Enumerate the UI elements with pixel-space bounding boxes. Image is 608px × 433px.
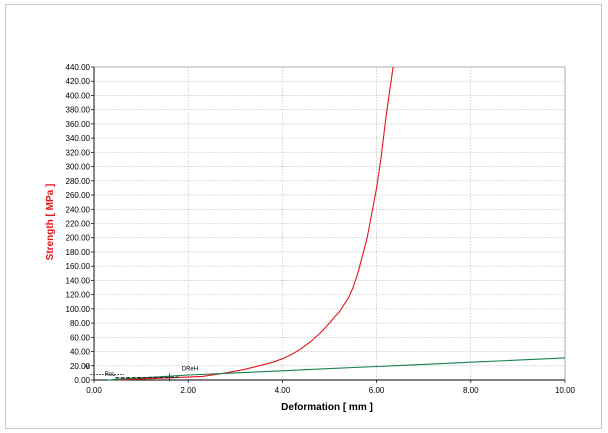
y-tick-label: 320.00 (66, 148, 91, 157)
series-line-0 (117, 66, 394, 381)
y-tick-label: 240.00 (66, 205, 91, 214)
series-line-1 (108, 357, 566, 381)
y-tick-label: 340.00 (66, 134, 91, 143)
y-tick-label: 420.00 (66, 77, 91, 86)
annotation-label: ReL (105, 372, 117, 378)
y-tick-label: 40.00 (70, 348, 91, 357)
y-tick-label: 80.00 (70, 319, 91, 328)
x-tick-label: 4.00 (275, 386, 291, 395)
y-tick-label: 0.00 (74, 376, 90, 385)
annotation-label: At (84, 364, 90, 370)
y-tick-label: 440.00 (66, 63, 91, 72)
series-line-2 (115, 376, 179, 379)
y-tick-label: 360.00 (66, 120, 91, 129)
y-tick-label: 200.00 (66, 234, 91, 243)
chart-panel (5, 4, 602, 429)
y-tick-label: 300.00 (66, 163, 91, 172)
y-tick-label: 100.00 (66, 305, 91, 314)
annotation-label: DReH (182, 366, 198, 372)
y-tick-label: 380.00 (66, 106, 91, 115)
series-group (108, 66, 566, 381)
y-tick-label: 60.00 (70, 333, 91, 342)
y-tick-label: 180.00 (66, 248, 91, 257)
y-tick-label: 120.00 (66, 291, 91, 300)
x-axis-label: Deformation [ mm ] (281, 402, 373, 413)
x-tick-label: 10.00 (555, 386, 576, 395)
y-tick-label: 140.00 (66, 276, 91, 285)
x-tick-label: 6.00 (369, 386, 385, 395)
x-tick-label: 2.00 (180, 386, 196, 395)
y-tick-label: 280.00 (66, 177, 91, 186)
annotations: At ReL DReH (84, 364, 198, 382)
y-tick-label: 260.00 (66, 191, 91, 200)
y-tick-label: 400.00 (66, 91, 91, 100)
grid-lines (94, 66, 566, 380)
y-axis-label: Strength [ MPa ] (45, 184, 56, 261)
x-tick-label: 0.00 (86, 386, 102, 395)
axes (91, 66, 566, 383)
y-tick-label: 20.00 (70, 362, 91, 371)
y-ticks: 0.00 20.00 40.00 60.00 80.00 100.00 120.00 140.… (66, 63, 91, 385)
y-tick-label: 160.00 (66, 262, 91, 271)
x-ticks: 0.00 2.00 4.00 6.00 8.00 10.00 (86, 386, 575, 395)
x-tick-label: 8.00 (463, 386, 479, 395)
y-tick-label: 220.00 (66, 220, 91, 229)
